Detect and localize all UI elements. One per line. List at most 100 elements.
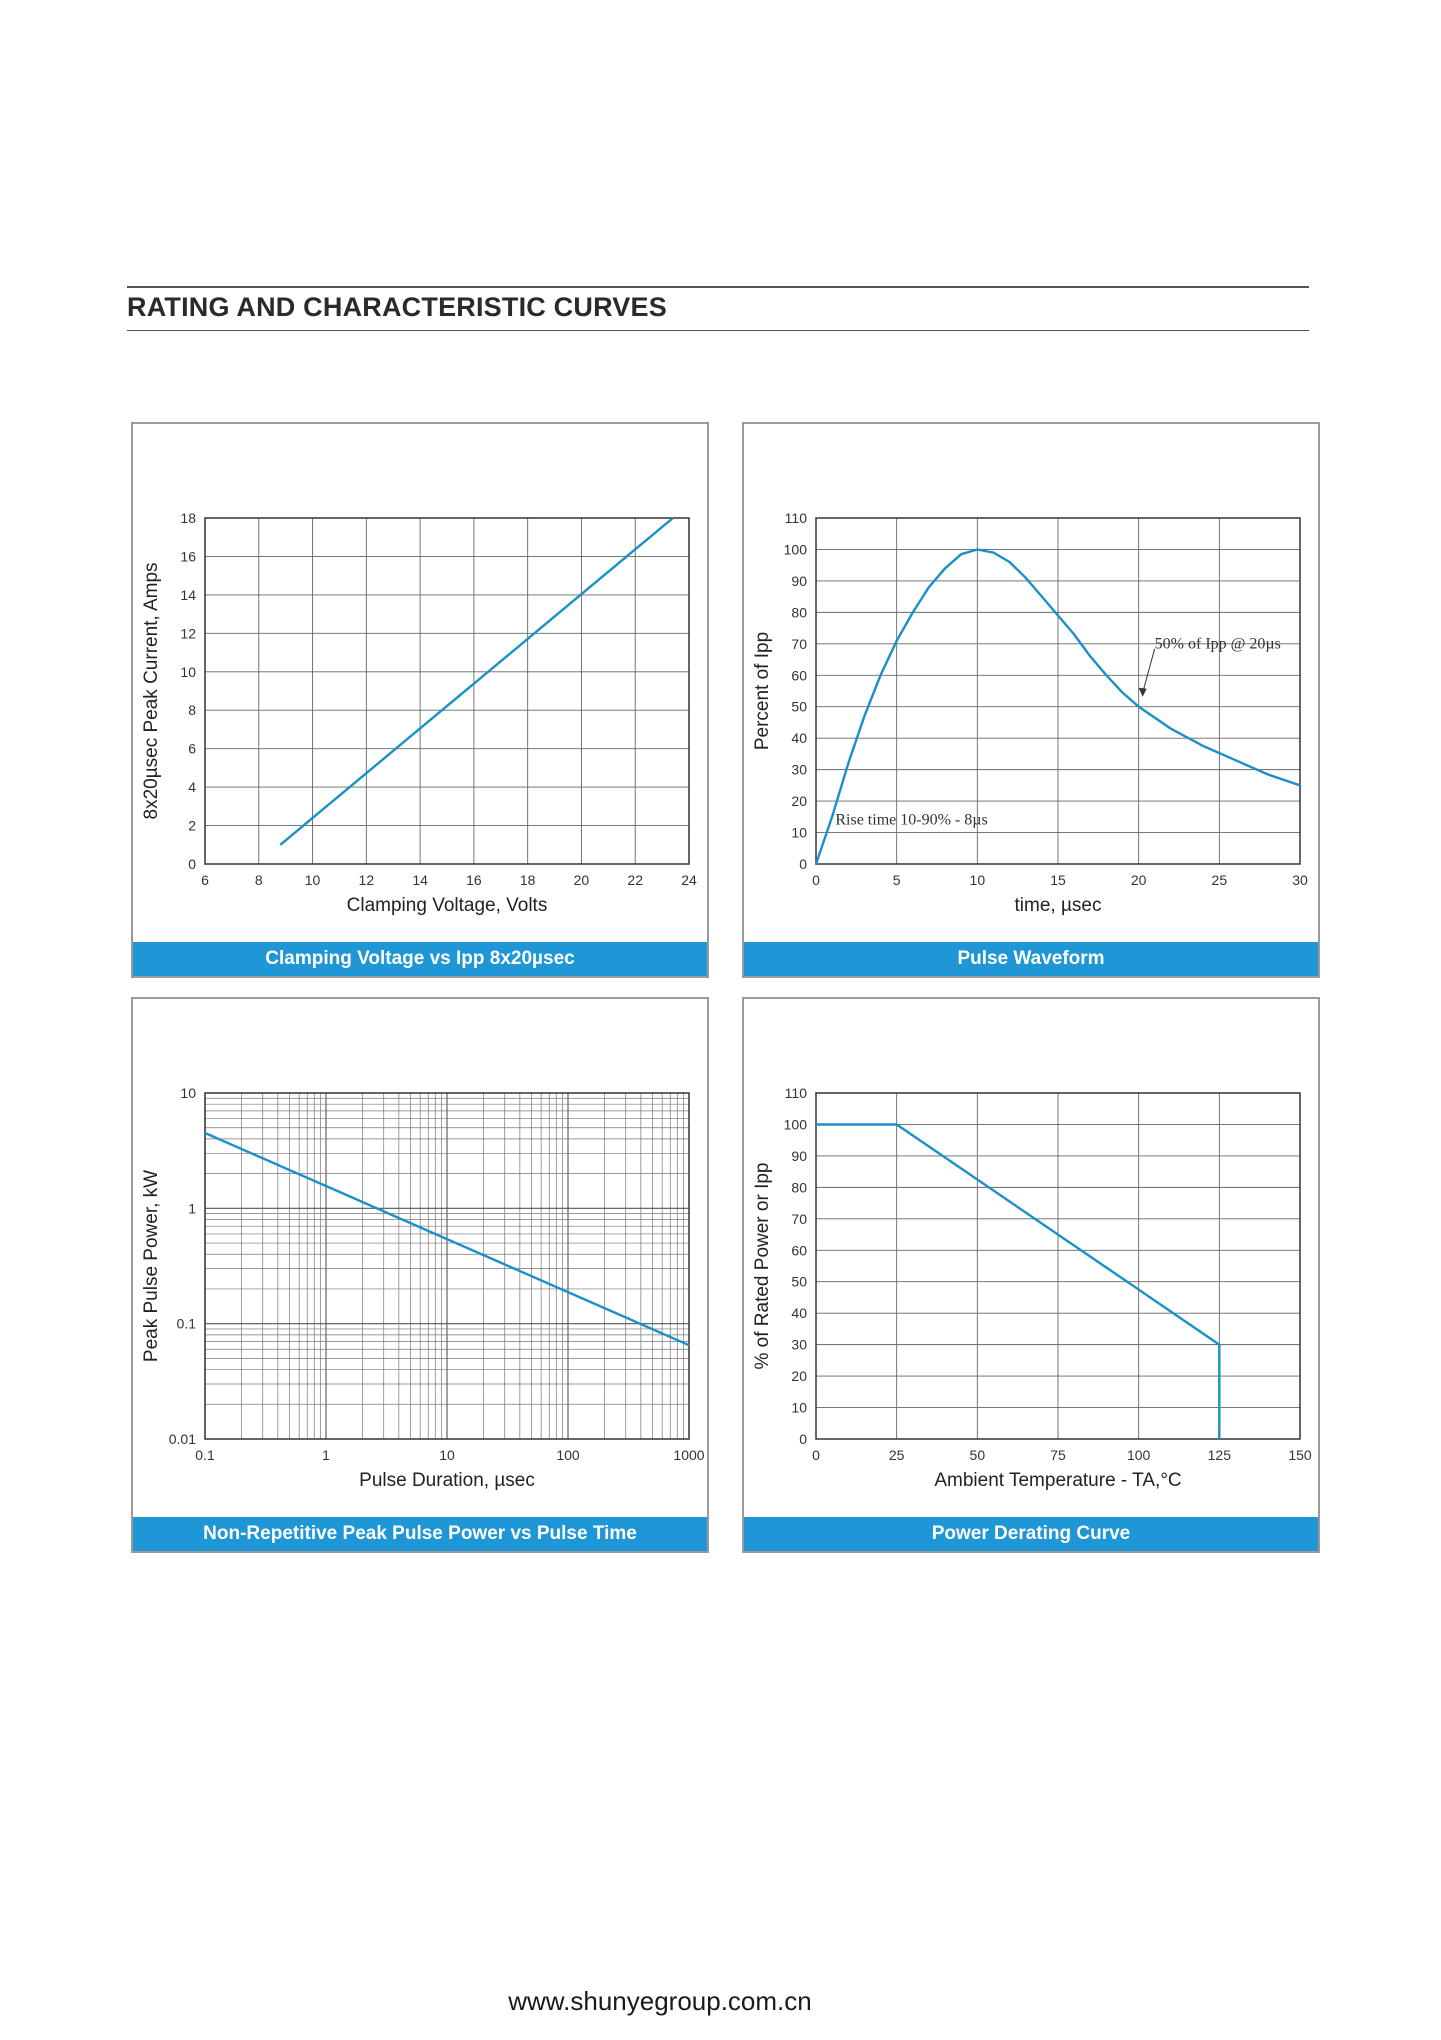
y-tick-label: 50 xyxy=(791,1274,807,1290)
chart-panel-power-derating: 0 25 50 75 100 125 150 0 10 20 30 40 50 60 70 80 90 100 11… xyxy=(742,997,1320,1553)
clamping-voltage-chart: 6 8 10 12 14 16 18 20 22 24024681012141618Clampin… xyxy=(141,510,697,916)
y-tick-label: 1 xyxy=(188,1200,196,1216)
y-axis-label: Percent of Ipp xyxy=(752,632,773,750)
x-tick-label: 0 xyxy=(812,872,820,888)
x-tick-label: 150 xyxy=(1288,1447,1312,1463)
y-tick-label: 70 xyxy=(791,1211,807,1227)
chart-caption: Pulse Waveform xyxy=(744,942,1318,976)
x-axis-label: Pulse Duration, µsec xyxy=(359,1470,535,1491)
annotation-50-percent: 50% of Ipp @ 20µs xyxy=(1155,636,1281,653)
y-tick-label: 2 xyxy=(188,818,196,834)
y-tick-label: 10 xyxy=(180,664,196,680)
y-tick-label: 90 xyxy=(791,1148,807,1164)
x-tick-label: 16 xyxy=(466,872,482,888)
chart-caption: Non-Repetitive Peak Pulse Power vs Pulse… xyxy=(133,1517,707,1551)
plot-frame xyxy=(204,1092,690,1440)
x-tick-label: 22 xyxy=(627,872,643,888)
y-tick-label: 0.1 xyxy=(177,1316,197,1332)
chart-panel-clamping-voltage: 6 8 10 12 14 16 18 20 22 24 0 2 4 6 8 10 12 14 16 18 Clampin… xyxy=(131,422,709,978)
y-tick-label: 50 xyxy=(791,699,807,715)
x-tick-label: 8 xyxy=(255,872,263,888)
x-tick-label: 125 xyxy=(1208,1447,1232,1463)
y-tick-label: 8 xyxy=(188,702,196,718)
y-tick-label: 0 xyxy=(799,1431,807,1447)
footer-url: www.shunyegroup.com.cn xyxy=(508,1986,812,2016)
annotation-leader xyxy=(1142,648,1156,693)
y-tick-label: 70 xyxy=(791,636,807,652)
x-tick-label: 15 xyxy=(1050,872,1066,888)
y-tick-label: 40 xyxy=(791,1305,807,1321)
x-tick-label: 0.1 xyxy=(195,1447,215,1463)
y-tick-label: 40 xyxy=(791,730,807,746)
y-axis-label: Peak Pulse Power, kW xyxy=(141,1170,162,1362)
y-tick-label: 20 xyxy=(791,793,807,809)
chart-caption: Clamping Voltage vs Ipp 8x20µsec xyxy=(133,942,707,976)
series-line xyxy=(814,548,1301,865)
series-line xyxy=(204,1131,690,1347)
y-tick-label: 16 xyxy=(180,548,196,564)
x-tick-label: 20 xyxy=(1131,872,1147,888)
chart-panel-pulse-waveform: 0 5 10 15 20 25 30 0 10 20 30 40 50 60 70 80 90 100 110 tim… xyxy=(742,422,1320,978)
y-tick-label: 0.01 xyxy=(169,1431,196,1447)
y-axis-label: 8x20µsec Peak Current, Amps xyxy=(141,562,162,819)
y-tick-label: 80 xyxy=(791,604,807,620)
y-tick-label: 6 xyxy=(188,741,196,757)
y-tick-label: 90 xyxy=(791,573,807,589)
x-tick-label: 100 xyxy=(556,1447,580,1463)
y-tick-label: 30 xyxy=(791,1337,807,1353)
y-tick-label: 10 xyxy=(791,825,807,841)
y-tick-label: 100 xyxy=(784,1116,808,1132)
y-tick-label: 110 xyxy=(785,510,808,526)
chart-caption: Power Derating Curve xyxy=(744,1517,1318,1551)
x-tick-label: 14 xyxy=(412,872,428,888)
y-tick-label: 110 xyxy=(785,1085,808,1101)
x-tick-label: 100 xyxy=(1127,1447,1151,1463)
x-tick-label: 6 xyxy=(201,872,209,888)
plot-frame xyxy=(815,517,1301,865)
y-tick-label: 60 xyxy=(791,1242,807,1258)
y-tick-label: 0 xyxy=(799,856,807,872)
y-tick-label: 30 xyxy=(791,762,807,778)
x-tick-label: 0 xyxy=(812,1447,820,1463)
series-line xyxy=(279,517,674,846)
x-tick-label: 75 xyxy=(1050,1447,1066,1463)
page-heading: RATING AND CHARACTERISTIC CURVES xyxy=(127,292,667,322)
x-tick-label: 20 xyxy=(574,872,590,888)
annotation-rise-time: Rise time 10-90% - 8µs xyxy=(835,812,987,829)
x-tick-label: 1000 xyxy=(673,1447,704,1463)
x-axis-label: Clamping Voltage, Volts xyxy=(347,895,548,916)
y-tick-label: 4 xyxy=(188,779,196,795)
x-tick-label: 18 xyxy=(520,872,536,888)
chart-panel-peak-pulse-power: 0.1 1 10 100 1000 0.01 0.1 1 10 Pulse Duration, µ… xyxy=(131,997,709,1553)
y-tick-label: 100 xyxy=(784,541,808,557)
x-tick-label: 12 xyxy=(359,872,375,888)
annotation-arrow xyxy=(1138,687,1147,697)
y-tick-label: 10 xyxy=(180,1085,196,1101)
heading-rule-top xyxy=(127,286,1309,288)
y-tick-label: 14 xyxy=(180,587,196,603)
y-tick-label: 12 xyxy=(180,625,196,641)
plot-frame xyxy=(815,1092,1301,1440)
plot-frame xyxy=(204,517,690,865)
y-tick-label: 60 xyxy=(791,667,807,683)
series-line xyxy=(816,1123,1221,1439)
x-tick-label: 10 xyxy=(305,872,321,888)
x-tick-label: 1 xyxy=(322,1447,330,1463)
x-axis-label: Ambient Temperature - TA,°C xyxy=(934,1470,1181,1491)
x-tick-label: 24 xyxy=(681,872,697,888)
y-tick-label: 0 xyxy=(188,856,196,872)
x-tick-label: 25 xyxy=(889,1447,905,1463)
x-tick-label: 10 xyxy=(439,1447,455,1463)
x-tick-label: 10 xyxy=(970,872,986,888)
x-tick-label: 30 xyxy=(1292,872,1308,888)
y-tick-label: 10 xyxy=(791,1400,807,1416)
y-tick-label: 18 xyxy=(180,510,196,526)
x-tick-label: 50 xyxy=(970,1447,986,1463)
y-tick-label: 20 xyxy=(791,1368,807,1384)
y-tick-label: 80 xyxy=(791,1179,807,1195)
x-tick-label: 25 xyxy=(1212,872,1228,888)
x-axis-label: time, µsec xyxy=(1015,895,1102,916)
y-axis-label: % of Rated Power or Ipp xyxy=(752,1163,773,1370)
x-tick-label: 5 xyxy=(893,872,901,888)
